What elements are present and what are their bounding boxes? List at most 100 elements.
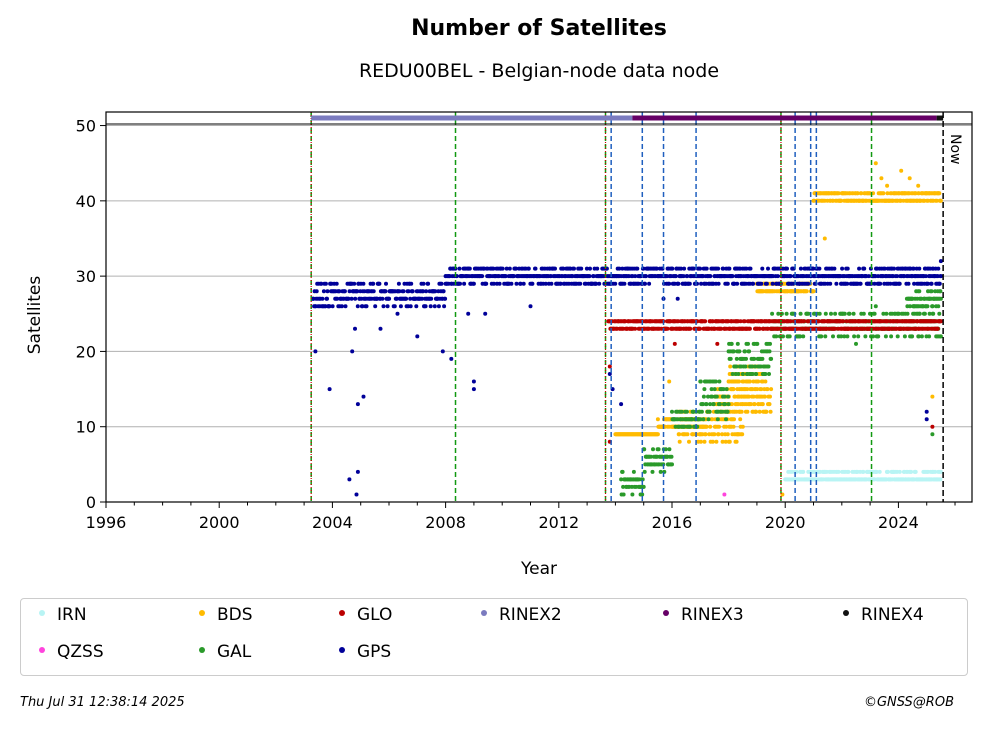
legend-label: RINEX3 (681, 605, 744, 625)
data-point (377, 281, 382, 286)
data-point (862, 266, 867, 271)
data-point (688, 326, 693, 331)
data-point (353, 326, 357, 331)
data-point (672, 341, 677, 346)
data-point (673, 274, 678, 279)
data-point (851, 311, 856, 316)
legend-marker (339, 610, 345, 616)
data-point (698, 417, 703, 422)
data-point (801, 469, 806, 474)
data-point (698, 439, 703, 444)
data-point (421, 289, 425, 294)
legend-item-gal: GAL (199, 642, 251, 662)
data-point (699, 409, 704, 414)
data-point (897, 469, 902, 474)
data-point (897, 281, 902, 286)
data-point (726, 394, 731, 399)
data-point (717, 424, 721, 429)
data-point (886, 469, 890, 474)
data-point (734, 364, 739, 369)
data-point (737, 349, 742, 354)
data-point (876, 334, 881, 339)
data-point (883, 334, 888, 339)
series-irn (783, 469, 943, 482)
data-point (852, 334, 857, 339)
data-point (408, 296, 413, 301)
data-point (717, 379, 722, 384)
data-point (836, 469, 841, 474)
data-point (895, 334, 900, 339)
data-point (730, 387, 735, 392)
data-point (924, 417, 929, 422)
data-point (591, 274, 596, 279)
data-point (720, 409, 725, 414)
data-point (679, 266, 683, 271)
data-point (839, 334, 844, 339)
data-point (387, 296, 392, 301)
data-point (543, 281, 548, 286)
data-point (935, 326, 940, 331)
data-point (355, 289, 360, 294)
data-point (735, 281, 740, 286)
data-point (688, 424, 692, 429)
legend-label: IRN (57, 605, 87, 625)
legend-item-gps: GPS (339, 642, 391, 662)
data-point (757, 409, 762, 414)
data-point (881, 191, 886, 196)
data-point (724, 424, 729, 429)
data-point (936, 266, 941, 271)
data-point (650, 469, 655, 474)
data-point (734, 356, 739, 361)
data-point (866, 274, 871, 279)
data-point (845, 266, 850, 271)
data-point (443, 296, 448, 301)
legend-item-bds: BDS (199, 605, 253, 625)
x-tick-label: 2000 (199, 513, 240, 532)
data-point (727, 266, 732, 271)
data-point (896, 311, 901, 316)
data-point (759, 281, 764, 286)
data-point (723, 402, 727, 407)
data-point (828, 281, 833, 286)
x-tick-label: 2008 (425, 513, 466, 532)
data-point (509, 281, 514, 286)
data-point (740, 432, 745, 437)
data-point (584, 266, 589, 271)
data-point (823, 334, 828, 339)
data-point (857, 266, 862, 271)
data-point (711, 402, 716, 407)
data-point (440, 349, 445, 354)
data-point (621, 492, 626, 497)
chart-subtitle: REDU00BEL - Belgian-node data node (358, 60, 720, 82)
legend-label: BDS (217, 605, 253, 625)
data-point (823, 311, 828, 316)
data-point (410, 289, 415, 294)
data-point (730, 372, 735, 376)
data-point (734, 409, 739, 414)
data-point (750, 372, 755, 376)
data-point (619, 477, 624, 482)
x-axis-label: Year (520, 559, 557, 579)
data-point (884, 311, 889, 316)
data-point (728, 364, 733, 369)
data-point (924, 191, 929, 196)
data-point (635, 266, 640, 271)
timestamp: Thu Jul 31 12:38:14 2025 (20, 695, 185, 710)
data-point (919, 334, 924, 339)
data-point (861, 469, 866, 474)
y-axis-label: Satellites (25, 276, 45, 355)
data-point (801, 319, 806, 324)
data-point (449, 356, 454, 361)
data-point (698, 266, 703, 271)
data-point (383, 289, 388, 294)
data-point (787, 334, 792, 339)
data-point (361, 281, 366, 286)
data-point (767, 372, 771, 376)
data-point (708, 402, 713, 407)
data-point (687, 281, 692, 286)
data-point (734, 439, 739, 444)
y-tick-label: 30 (76, 267, 96, 286)
data-point (398, 304, 403, 309)
data-point (798, 266, 803, 271)
data-point (323, 281, 328, 286)
